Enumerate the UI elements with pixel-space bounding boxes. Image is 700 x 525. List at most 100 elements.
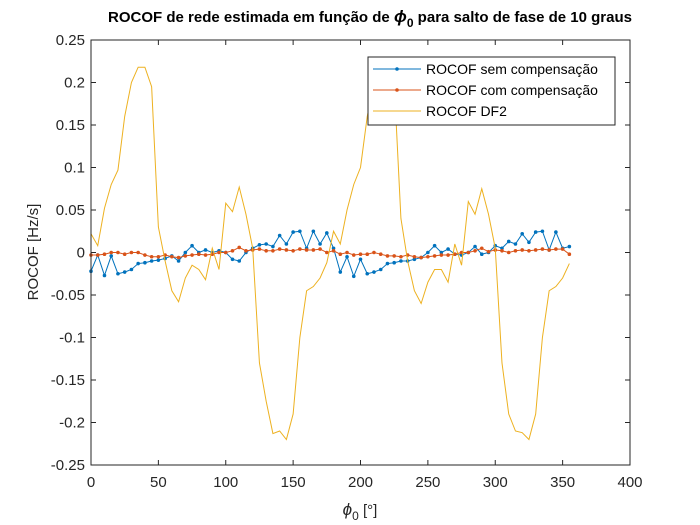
data-point <box>385 254 390 258</box>
data-point <box>392 260 396 265</box>
y-tick-label: -0.2 <box>59 415 85 432</box>
data-point <box>203 253 208 257</box>
data-point <box>513 249 518 253</box>
x-label-text: [°] <box>359 502 378 519</box>
data-point <box>439 250 444 255</box>
legend: ROCOF sem compensação ROCOF com compensaç… <box>367 56 616 126</box>
data-point <box>230 257 235 262</box>
data-point <box>217 250 221 255</box>
data-point <box>311 248 316 252</box>
data-point <box>473 249 477 253</box>
data-point <box>513 242 518 246</box>
data-point <box>156 254 161 259</box>
data-point <box>547 248 551 252</box>
title-subscript: 0 <box>407 16 414 30</box>
legend-label: ROCOF com compensação <box>426 82 598 98</box>
data-point <box>554 247 558 251</box>
data-point <box>109 250 114 255</box>
data-point <box>358 257 363 262</box>
data-point <box>190 243 194 248</box>
x-tick-label: 200 <box>348 474 373 491</box>
data-point <box>358 252 363 256</box>
data-point <box>230 249 235 253</box>
data-point <box>385 261 390 266</box>
data-point <box>197 252 201 256</box>
data-point <box>298 229 302 234</box>
data-point <box>244 249 248 253</box>
data-point <box>432 243 437 248</box>
data-point <box>426 254 430 259</box>
data-point <box>446 247 450 251</box>
data-point <box>466 250 471 255</box>
data-point <box>567 252 572 256</box>
data-point <box>345 254 349 259</box>
data-point <box>291 249 295 253</box>
data-point <box>554 230 558 234</box>
data-point <box>473 244 477 249</box>
chart-title: ROCOF de rede estimada em função de ϕ0 p… <box>108 7 632 30</box>
data-point <box>520 248 524 252</box>
data-point <box>325 231 329 235</box>
data-point <box>527 249 531 253</box>
data-point <box>399 254 403 259</box>
data-point <box>412 254 417 259</box>
legend-label: ROCOF sem compensação <box>426 61 598 77</box>
x-label-symbol: ϕ <box>343 500 352 519</box>
data-point <box>277 247 282 251</box>
y-tick-label: -0.1 <box>59 330 85 347</box>
data-point <box>298 247 302 251</box>
data-point <box>500 246 504 251</box>
data-point <box>372 250 376 255</box>
data-point <box>271 249 275 253</box>
data-point <box>325 250 329 255</box>
data-point <box>129 267 134 272</box>
data-point <box>540 229 545 234</box>
data-point <box>520 232 524 236</box>
data-point <box>176 255 181 260</box>
data-point <box>351 253 356 257</box>
data-point <box>102 273 107 278</box>
data-point <box>143 253 147 257</box>
data-point <box>109 254 114 258</box>
data-point <box>156 258 161 262</box>
data-point <box>149 259 154 263</box>
x-tick-label: 400 <box>617 474 642 491</box>
data-point <box>122 270 127 274</box>
data-point <box>183 254 188 258</box>
data-point <box>183 250 188 255</box>
data-point <box>439 253 444 257</box>
data-point <box>264 249 268 253</box>
data-point <box>95 253 100 257</box>
data-point <box>257 243 262 247</box>
x-tick-label: 0 <box>87 474 95 491</box>
data-point <box>392 254 396 258</box>
data-point <box>129 250 134 255</box>
series-line <box>90 65 570 441</box>
data-point <box>136 250 140 255</box>
data-point <box>271 244 275 249</box>
data-point <box>116 250 120 255</box>
data-point <box>318 242 322 246</box>
data-point <box>122 252 127 256</box>
x-tick-label: 350 <box>550 474 575 491</box>
data-point <box>304 248 309 252</box>
data-point <box>426 250 430 255</box>
data-point <box>203 248 208 252</box>
data-point <box>136 261 140 266</box>
data-point <box>149 254 154 259</box>
data-point <box>190 253 194 257</box>
data-point <box>479 252 484 256</box>
x-label-subscript: 0 <box>352 509 359 523</box>
x-tick-label: 250 <box>415 474 440 491</box>
data-point <box>223 250 228 255</box>
y-tick-label: 0.2 <box>64 75 85 92</box>
data-point <box>446 253 450 257</box>
data-point <box>412 257 417 262</box>
data-point <box>506 250 511 255</box>
y-tick-label: 0.1 <box>64 160 85 177</box>
data-point <box>567 244 572 249</box>
y-tick-label: 0.25 <box>56 32 85 49</box>
x-tick-label: 50 <box>150 474 167 491</box>
title-text: para salto de fase de 10 graus <box>414 9 632 26</box>
data-point <box>540 247 545 251</box>
